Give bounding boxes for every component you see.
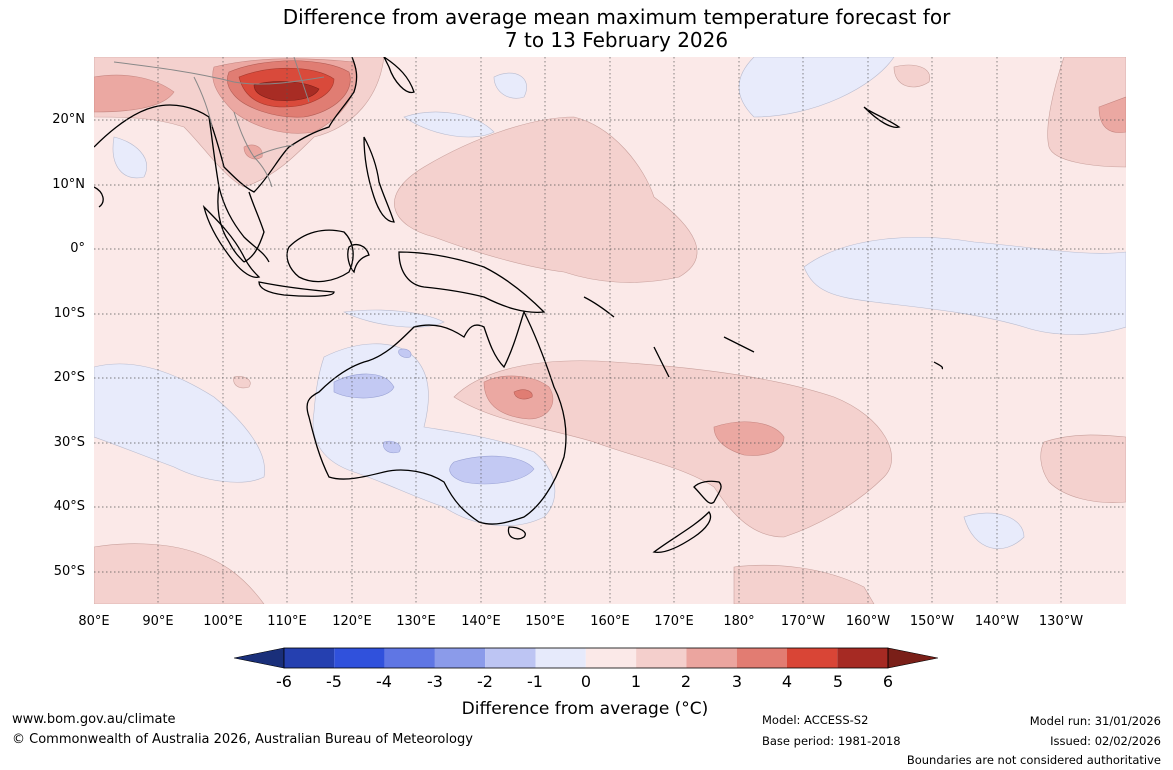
cool-anomaly-strong-areas (333, 348, 535, 485)
colorbar-tick-neg2: -2 (477, 672, 493, 691)
colorbar-segment-below-min (234, 647, 285, 669)
colorbar-segment (384, 648, 435, 668)
lon-label-80e: 80°E (78, 614, 110, 629)
colorbar-tick-1: 1 (630, 672, 642, 691)
colorbar-segment (636, 648, 687, 668)
lat-label-20s: 20°S (53, 370, 85, 385)
colorbar-segment-above-max (887, 647, 938, 669)
website-link[interactable]: www.bom.gov.au/climate (12, 712, 176, 727)
lon-label-130e: 130°E (396, 614, 436, 629)
colorbar-tick-4: 4 (781, 672, 793, 691)
boundaries-disclaimer: Boundaries are not considered authoritat… (906, 753, 1161, 767)
lon-label-140w: 140°W (974, 614, 1020, 629)
colorbar-tick-neg3: -3 (427, 672, 443, 691)
colorbar-segment (284, 648, 335, 668)
colorbar-segment (434, 648, 486, 668)
colorbar (234, 647, 938, 669)
colorbar-segment (686, 648, 737, 668)
lat-label-20n: 20°N (52, 112, 85, 127)
colorbar-segment (585, 648, 637, 668)
gridlines (94, 57, 1126, 604)
lon-label-140e: 140°E (461, 614, 501, 629)
lon-label-90e: 90°E (142, 614, 174, 629)
map-title-line1: Difference from average mean maximum tem… (282, 5, 951, 29)
copyright-text: © Commonwealth of Australia 2026, Austra… (12, 732, 473, 747)
lon-label-160e: 160°E (590, 614, 630, 629)
model-name: Model: ACCESS-S2 (762, 713, 869, 727)
lat-label-50s: 50°S (53, 564, 85, 579)
lon-label-120e: 120°E (332, 614, 372, 629)
warm-anomaly-extreme-areas (253, 81, 320, 101)
colorbar-tick-6: 6 (882, 672, 894, 691)
colorbar-tick-neg1: -1 (527, 672, 543, 691)
lon-label-100e: 100°E (203, 614, 243, 629)
colorbar-segment (837, 648, 888, 668)
colorbar-frame (283, 647, 889, 669)
colorbar-segment (736, 648, 787, 668)
lon-label-160w: 160°W (845, 614, 891, 629)
warm-anomaly-areas (94, 57, 1126, 604)
lon-label-170w: 170°W (780, 614, 826, 629)
colorbar-tick-neg5: -5 (326, 672, 342, 691)
colorbar-title: Difference from average (°C) (461, 699, 709, 719)
colorbar-tick-5: 5 (832, 672, 844, 691)
issued-date: Issued: 02/02/2026 (1050, 734, 1161, 748)
colorbar-segment (787, 648, 838, 668)
lon-label-150e: 150°E (525, 614, 565, 629)
colorbar-tick-neg6: -6 (276, 672, 292, 691)
lat-label-10n: 10°N (52, 177, 85, 192)
lon-label-180: 180° (723, 614, 755, 629)
lat-label-0: 0° (70, 241, 85, 256)
lon-label-170e: 170°E (654, 614, 694, 629)
lat-label-10s: 10°S (53, 306, 85, 321)
country-borders (113, 57, 325, 188)
model-run-date: Model run: 31/01/2026 (1029, 714, 1161, 728)
colorbar-segment (334, 648, 385, 668)
lon-label-150w: 150°W (909, 614, 955, 629)
colorbar-tick-neg4: -4 (376, 672, 392, 691)
lon-label-130w: 130°W (1038, 614, 1084, 629)
coastlines (94, 57, 944, 553)
lon-label-110e: 110°E (267, 614, 307, 629)
colorbar-segment (485, 648, 536, 668)
temperature-anomaly-map (94, 57, 1126, 604)
map-title-line2: 7 to 13 February 2026 (504, 28, 729, 52)
colorbar-tick-0: 0 (580, 672, 592, 691)
colorbar-tick-3: 3 (731, 672, 743, 691)
colorbar-segment (535, 648, 586, 668)
lat-label-40s: 40°S (53, 499, 85, 514)
base-period: Base period: 1981-2018 (762, 734, 901, 748)
colorbar-tick-2: 2 (680, 672, 692, 691)
lat-label-30s: 30°S (53, 435, 85, 450)
